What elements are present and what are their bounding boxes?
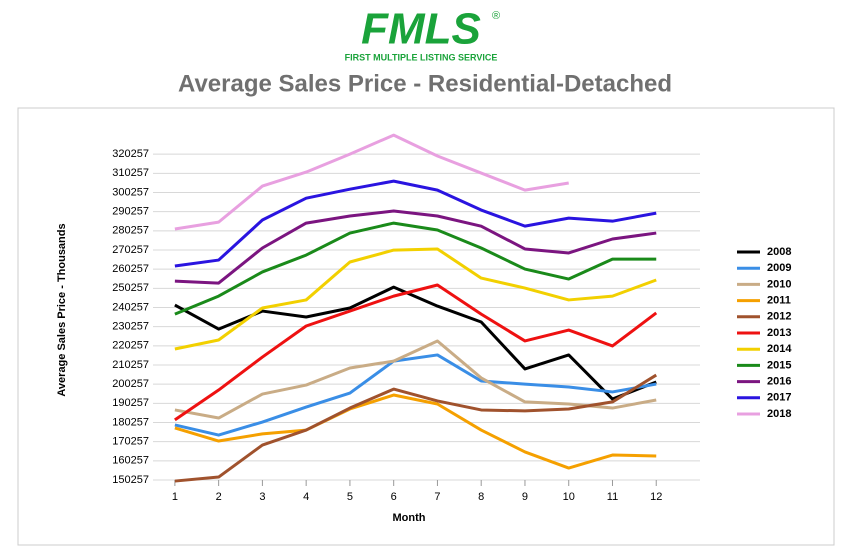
legend-label: 2016 (767, 376, 791, 388)
y-tick-label: 190257 (112, 397, 149, 409)
y-tick-label: 230257 (112, 321, 149, 333)
y-tick-label: 210257 (112, 359, 149, 371)
x-tick-label: 8 (478, 491, 484, 503)
legend-label: 2014 (767, 343, 792, 355)
y-tick-label: 250257 (112, 282, 149, 294)
chart-title: Average Sales Price - Residential-Detach… (178, 70, 672, 97)
x-axis-label: Month (393, 512, 426, 524)
legend-label: 2009 (767, 262, 791, 274)
logo: FMLS (361, 5, 481, 54)
y-tick-label: 170257 (112, 436, 149, 448)
series-line (174, 133, 569, 231)
x-tick-label: 3 (259, 491, 265, 503)
series-line (174, 353, 657, 437)
y-tick-label: 270257 (112, 244, 149, 256)
legend-label: 2013 (767, 327, 791, 339)
legend-label: 2017 (767, 392, 791, 404)
series-line (174, 247, 657, 351)
x-tick-label: 1 (172, 491, 178, 503)
y-tick-label: 320257 (112, 148, 149, 160)
legend-label: 2010 (767, 278, 791, 290)
logo-registered: ® (492, 10, 500, 22)
series-line (174, 221, 657, 316)
y-tick-label: 240257 (112, 301, 149, 313)
series-line (174, 283, 658, 422)
y-tick-label: 200257 (112, 378, 149, 390)
y-tick-label: 220257 (112, 340, 149, 352)
logo-tagline: FIRST MULTIPLE LISTING SERVICE (345, 52, 498, 62)
chart-frame (17, 107, 835, 546)
x-tick-label: 10 (563, 491, 575, 503)
x-tick-label: 11 (607, 491, 618, 503)
y-axis-label: Average Sales Price - Thousands (56, 223, 68, 396)
x-tick-label: 7 (434, 491, 440, 503)
series-line (174, 373, 658, 483)
x-tick-label: 9 (522, 491, 528, 503)
x-tick-label: 5 (347, 491, 353, 503)
x-tick-label: 12 (650, 491, 662, 503)
legend-label: 2012 (767, 311, 791, 323)
x-tick-label: 2 (216, 491, 222, 503)
legend-label: 2008 (767, 246, 791, 258)
series-line (174, 285, 657, 401)
series-line (174, 179, 657, 268)
y-tick-label: 180257 (112, 416, 149, 428)
x-tick-label: 4 (303, 491, 309, 503)
legend-label: 2015 (767, 359, 791, 371)
x-tick-label: 6 (391, 491, 397, 503)
y-tick-label: 290257 (112, 206, 149, 218)
series-line (174, 393, 657, 470)
y-tick-label: 300257 (112, 186, 149, 198)
legend-label: 2018 (767, 408, 791, 420)
series-line (174, 339, 657, 420)
series-line (174, 209, 657, 285)
legend-label: 2011 (767, 295, 791, 307)
y-tick-label: 150257 (112, 474, 149, 486)
y-tick-label: 160257 (112, 455, 149, 467)
y-tick-label: 260257 (112, 263, 149, 275)
y-tick-label: 310257 (112, 167, 149, 179)
y-tick-label: 280257 (112, 225, 149, 237)
